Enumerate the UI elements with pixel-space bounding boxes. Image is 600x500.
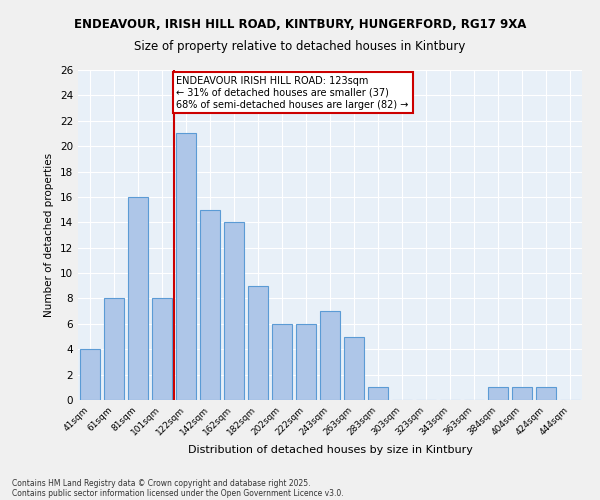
- Bar: [224, 222, 244, 400]
- Text: Size of property relative to detached houses in Kintbury: Size of property relative to detached ho…: [134, 40, 466, 53]
- Text: ENDEAVOUR, IRISH HILL ROAD, KINTBURY, HUNGERFORD, RG17 9XA: ENDEAVOUR, IRISH HILL ROAD, KINTBURY, HU…: [74, 18, 526, 30]
- Bar: [272, 324, 292, 400]
- Bar: [128, 197, 148, 400]
- Bar: [320, 311, 340, 400]
- Text: Contains HM Land Registry data © Crown copyright and database right 2025.: Contains HM Land Registry data © Crown c…: [12, 478, 311, 488]
- Bar: [176, 134, 196, 400]
- Bar: [152, 298, 172, 400]
- Bar: [512, 388, 532, 400]
- Bar: [488, 388, 508, 400]
- Bar: [200, 210, 220, 400]
- Bar: [104, 298, 124, 400]
- Bar: [368, 388, 388, 400]
- X-axis label: Distribution of detached houses by size in Kintbury: Distribution of detached houses by size …: [188, 446, 472, 456]
- Bar: [344, 336, 364, 400]
- Bar: [248, 286, 268, 400]
- Y-axis label: Number of detached properties: Number of detached properties: [44, 153, 55, 317]
- Bar: [296, 324, 316, 400]
- Text: Contains public sector information licensed under the Open Government Licence v3: Contains public sector information licen…: [12, 488, 344, 498]
- Bar: [536, 388, 556, 400]
- Bar: [80, 349, 100, 400]
- Text: ENDEAVOUR IRISH HILL ROAD: 123sqm
← 31% of detached houses are smaller (37)
68% : ENDEAVOUR IRISH HILL ROAD: 123sqm ← 31% …: [176, 76, 409, 110]
